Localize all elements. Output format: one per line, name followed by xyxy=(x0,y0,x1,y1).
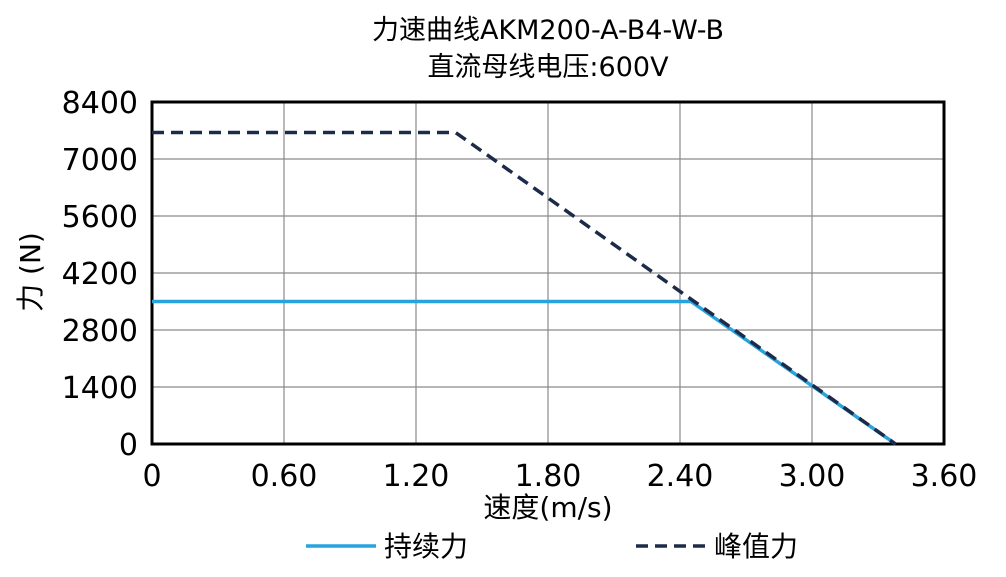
y-tick-label: 7000 xyxy=(62,143,138,178)
y-tick-label: 8400 xyxy=(62,86,138,121)
x-tick-label: 3.60 xyxy=(911,459,978,494)
y-tick-label: 2800 xyxy=(62,314,138,349)
x-tick-label: 1.20 xyxy=(383,459,450,494)
x-tick-label: 0 xyxy=(142,459,161,494)
y-tick-label: 1400 xyxy=(62,371,138,406)
x-tick-labels: 0 0.60 1.20 1.80 2.40 3.00 3.60 xyxy=(142,459,977,494)
grid-lines xyxy=(151,101,945,445)
x-tick-label: 1.80 xyxy=(515,459,582,494)
legend-label: 持续力 xyxy=(384,530,468,563)
x-tick-label: 3.00 xyxy=(779,459,846,494)
series-line-peak xyxy=(152,130,897,446)
legend-label: 峰值力 xyxy=(714,530,798,563)
y-axis-label: 力 (N) xyxy=(14,232,47,312)
series-line-continuous xyxy=(152,299,897,446)
y-tick-label: 0 xyxy=(119,428,138,463)
series-lines xyxy=(152,130,897,446)
legend: 持续力 峰值力 xyxy=(306,530,798,563)
x-axis-label: 速度(m/s) xyxy=(483,491,612,524)
y-tick-labels: 0 1400 2800 4200 5600 7000 8400 xyxy=(62,86,138,463)
y-tick-label: 5600 xyxy=(62,200,138,235)
y-tick-label: 4200 xyxy=(62,257,138,292)
chart-subtitle: 直流母线电压:600V xyxy=(427,52,669,83)
plot-frame xyxy=(150,100,946,446)
x-tick-label: 2.40 xyxy=(647,459,714,494)
chart-title: 力速曲线AKM200-A-B4-W-B xyxy=(372,15,724,46)
x-tick-label: 0.60 xyxy=(251,459,318,494)
